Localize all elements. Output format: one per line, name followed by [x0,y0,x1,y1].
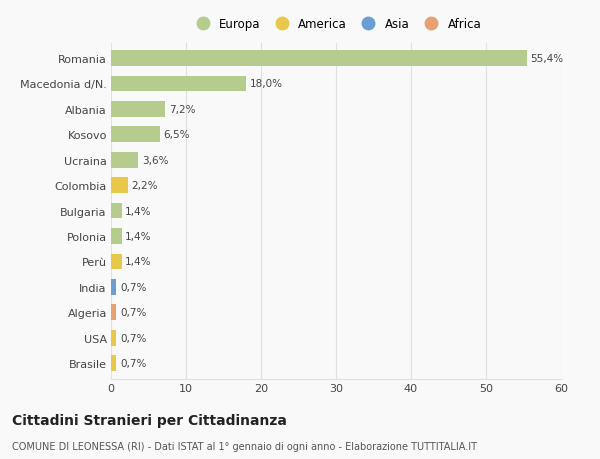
Text: 0,7%: 0,7% [120,308,146,318]
Bar [111,51,527,67]
Text: 1,4%: 1,4% [125,231,152,241]
Bar [111,280,116,295]
Bar [111,203,121,219]
Text: 0,7%: 0,7% [120,333,146,343]
Bar [111,330,116,346]
Bar [111,152,138,168]
Text: 2,2%: 2,2% [131,181,158,191]
Text: 55,4%: 55,4% [530,54,563,64]
Text: 7,2%: 7,2% [169,105,195,115]
Bar [111,178,128,194]
Legend: Europa, America, Asia, Africa: Europa, America, Asia, Africa [191,18,481,31]
Text: 1,4%: 1,4% [125,206,152,216]
Bar [111,254,121,270]
Text: COMUNE DI LEONESSA (RI) - Dati ISTAT al 1° gennaio di ogni anno - Elaborazione T: COMUNE DI LEONESSA (RI) - Dati ISTAT al … [12,441,477,451]
Bar [111,229,121,244]
Text: Cittadini Stranieri per Cittadinanza: Cittadini Stranieri per Cittadinanza [12,413,287,427]
Text: 3,6%: 3,6% [142,156,168,165]
Text: 18,0%: 18,0% [250,79,283,89]
Bar [111,102,165,118]
Text: 1,4%: 1,4% [125,257,152,267]
Text: 6,5%: 6,5% [163,130,190,140]
Bar [111,76,246,92]
Bar [111,127,160,143]
Bar [111,305,116,320]
Text: 0,7%: 0,7% [120,282,146,292]
Text: 0,7%: 0,7% [120,358,146,369]
Bar [111,356,116,371]
